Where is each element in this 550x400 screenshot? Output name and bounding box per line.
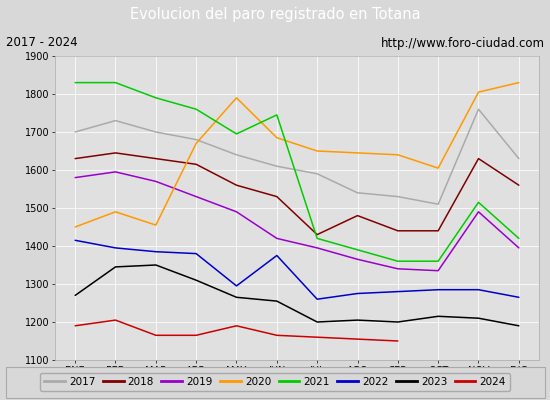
Legend: 2017, 2018, 2019, 2020, 2021, 2022, 2023, 2024: 2017, 2018, 2019, 2020, 2021, 2022, 2023… bbox=[40, 373, 510, 391]
Text: Evolucion del paro registrado en Totana: Evolucion del paro registrado en Totana bbox=[130, 8, 420, 22]
FancyBboxPatch shape bbox=[6, 366, 544, 398]
Text: 2017 - 2024: 2017 - 2024 bbox=[6, 36, 77, 50]
Text: http://www.foro-ciudad.com: http://www.foro-ciudad.com bbox=[381, 36, 544, 50]
